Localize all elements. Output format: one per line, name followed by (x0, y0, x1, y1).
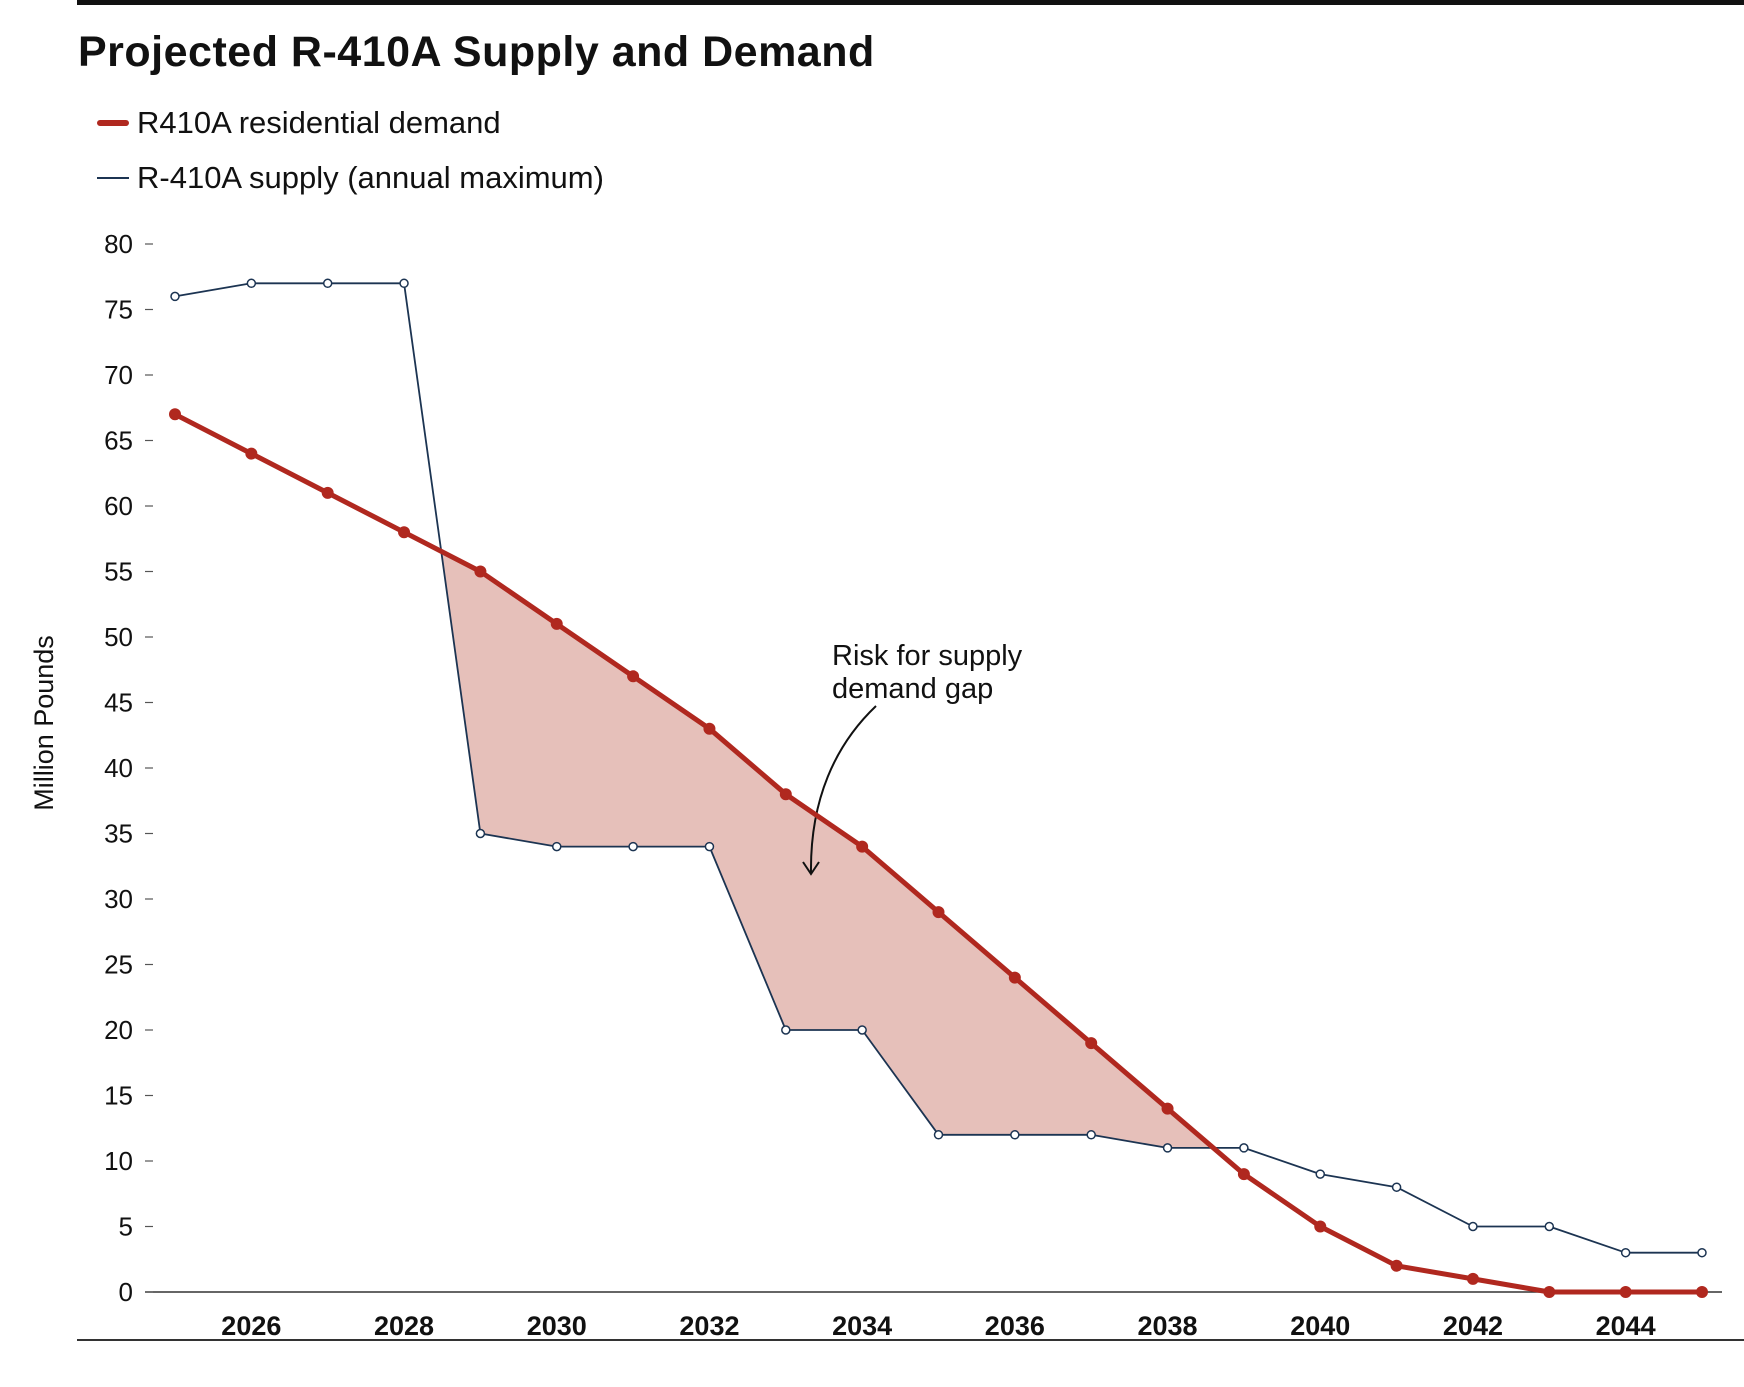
data-point-demand (398, 526, 411, 539)
data-point-demand (703, 722, 716, 735)
y-tick-label: 65 (104, 426, 133, 456)
x-tick-label: 2036 (985, 1311, 1045, 1341)
data-point-supply (933, 1130, 944, 1140)
chart-title: Projected R-410A Supply and Demand (78, 28, 875, 76)
y-tick-label: 60 (104, 491, 133, 521)
data-point-demand (1161, 1102, 1174, 1115)
annotation-arrow (809, 705, 877, 874)
data-point-demand (856, 840, 869, 853)
x-tick-label: 2034 (832, 1311, 892, 1341)
data-point-supply (1697, 1247, 1707, 1258)
y-tick-label: 50 (104, 622, 133, 652)
supply-demand-gap-area (441, 551, 1214, 1148)
data-point-demand (474, 565, 487, 578)
y-tick-label: 0 (119, 1277, 133, 1307)
top-rule (77, 0, 1744, 5)
y-tick-label: 5 (119, 1212, 133, 1242)
y-tick-label: 55 (104, 557, 133, 587)
data-point-supply (1239, 1143, 1249, 1153)
data-point-supply (781, 1025, 791, 1035)
data-point-demand (550, 617, 563, 630)
data-point-supply (1468, 1221, 1478, 1232)
x-tick-label: 2028 (374, 1311, 434, 1341)
data-point-supply (1620, 1247, 1631, 1258)
annotation-arrowhead-icon (802, 861, 820, 876)
data-point-supply (322, 278, 333, 289)
data-point-supply (1315, 1169, 1325, 1179)
data-point-demand (1466, 1272, 1479, 1285)
data-point-supply (628, 841, 638, 852)
y-tick-label: 80 (104, 229, 133, 259)
data-point-demand (321, 486, 334, 499)
data-point-supply (704, 841, 715, 852)
data-point-supply (1391, 1182, 1402, 1192)
data-point-supply (246, 278, 257, 289)
y-tick-label: 45 (104, 688, 133, 718)
data-point-supply (475, 828, 486, 839)
data-point-demand (779, 788, 792, 801)
x-tick-label: 2038 (1138, 1311, 1198, 1341)
data-point-supply (1086, 1130, 1096, 1140)
data-point-supply (1162, 1143, 1173, 1153)
data-point-demand (932, 906, 945, 919)
y-tick-label: 25 (104, 950, 133, 980)
y-tick-label: 30 (104, 884, 133, 914)
y-tick-label: 35 (104, 819, 133, 849)
data-point-supply (170, 291, 180, 302)
data-point-demand (1085, 1037, 1098, 1050)
legend-label-demand: R410A residential demand (137, 105, 501, 140)
data-point-demand (1543, 1286, 1556, 1298)
x-tick-label: 2032 (679, 1311, 739, 1341)
y-tick-label: 15 (104, 1081, 133, 1111)
data-point-supply (399, 278, 409, 289)
y-tick-label: 70 (104, 360, 133, 390)
y-tick-label: 75 (104, 295, 133, 325)
annotation-line-1: Risk for supply (832, 640, 1023, 672)
y-tick-label: 40 (104, 753, 133, 783)
x-tick-label: 2026 (221, 1311, 281, 1341)
legend-swatch-demand (97, 120, 129, 126)
data-point-demand (1696, 1286, 1708, 1298)
data-point-demand (245, 447, 258, 460)
data-point-demand (169, 408, 181, 421)
data-point-supply (1544, 1221, 1555, 1232)
data-point-demand (1314, 1220, 1327, 1233)
y-axis-title: Million Pounds (29, 635, 59, 811)
data-point-demand (1619, 1286, 1632, 1298)
data-point-supply (552, 841, 562, 852)
data-point-demand (1390, 1259, 1403, 1272)
legend-item-demand: R410A residential demand (97, 105, 501, 141)
x-tick-label: 2042 (1443, 1311, 1503, 1341)
legend-swatch-supply (97, 177, 129, 179)
data-point-demand (1008, 971, 1021, 984)
annotation-line-2: demand gap (832, 673, 993, 705)
x-tick-label: 2040 (1290, 1311, 1350, 1341)
x-tick-label: 2030 (527, 1311, 587, 1341)
data-point-supply (857, 1025, 867, 1035)
y-tick-label: 10 (104, 1146, 133, 1176)
x-tick-label: 2044 (1596, 1311, 1656, 1341)
legend-label-supply: R-410A supply (annual maximum) (137, 160, 604, 195)
data-point-demand (1237, 1168, 1250, 1181)
y-tick-label: 20 (104, 1015, 133, 1045)
data-point-supply (1010, 1130, 1020, 1140)
bottom-rule (77, 1339, 1744, 1341)
legend-item-supply: R-410A supply (annual maximum) (97, 160, 604, 196)
series-line-demand (173, 412, 1702, 1295)
data-point-demand (627, 670, 640, 683)
